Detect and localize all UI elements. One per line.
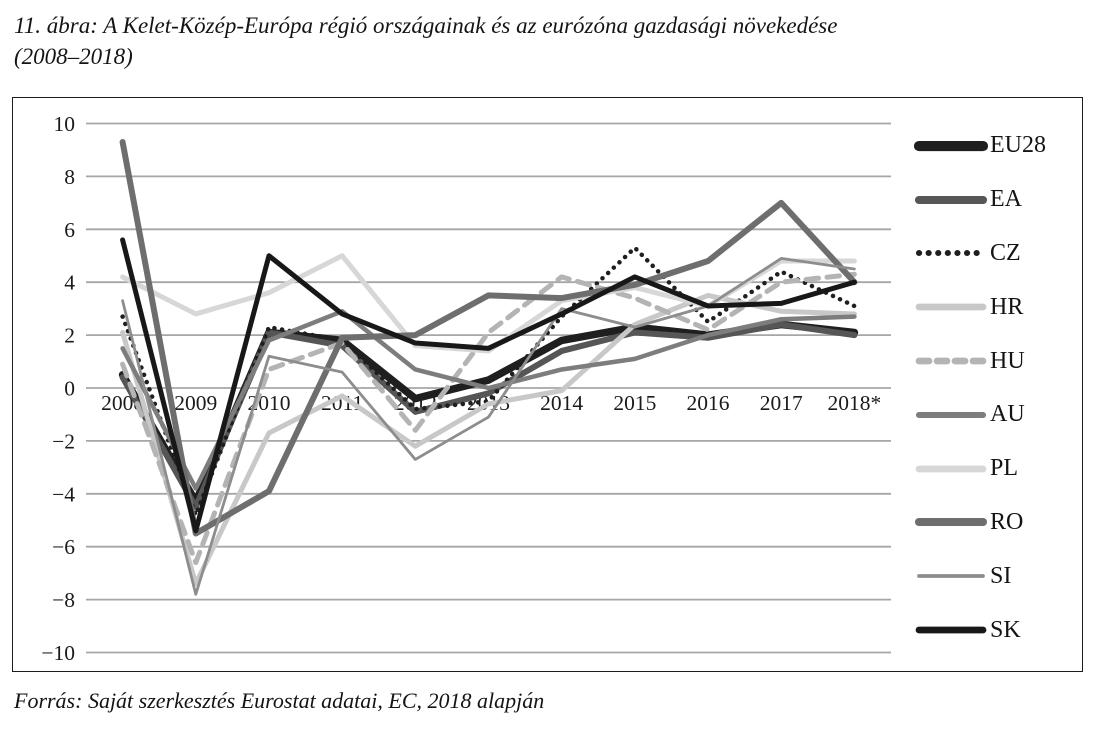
x-axis-tick-label: 2018*: [828, 391, 882, 415]
legend-swatch-ro: [914, 518, 988, 527]
legend-label-eu28: EU28: [990, 132, 1046, 159]
legend-item-hr: HR: [914, 280, 1079, 334]
legend-item-cz: CZ: [914, 227, 1079, 281]
legend-label-si: SI: [990, 562, 1012, 589]
y-axis-tick-label: 4: [64, 271, 75, 295]
legend-label-ea: EA: [990, 186, 1022, 213]
legend-item-pl: PL: [914, 442, 1079, 496]
legend-swatch-hr: [915, 303, 987, 311]
legend-label-ro: RO: [990, 508, 1024, 535]
series-line-sk: [120, 237, 857, 534]
legend-item-si: SI: [914, 549, 1079, 603]
y-axis-tick-label: 6: [64, 218, 75, 242]
legend-swatch-ea: [914, 195, 988, 204]
legend-label-cz: CZ: [990, 239, 1021, 266]
legend-item-au: AU: [914, 388, 1079, 442]
figure-title-line1: 11. ábra: A Kelet-Közép-Európa régió ors…: [14, 13, 838, 38]
legend-item-ea: EA: [914, 173, 1079, 227]
chart-legend: EU28 EA CZ HR HU AU PL RO SI SK: [914, 119, 1079, 657]
y-axis-tick-label: −2: [52, 429, 75, 453]
x-axis-tick-label: 2017: [760, 391, 803, 415]
legend-item-hu: HU: [914, 334, 1079, 388]
x-axis-tick-label: 2015: [613, 391, 656, 415]
legend-swatch-cz: [915, 250, 987, 257]
legend-item-sk: SK: [914, 603, 1079, 657]
legend-swatch-eu28: [914, 140, 988, 151]
series-line-au: [120, 309, 857, 491]
legend-item-eu28: EU28: [914, 119, 1079, 173]
legend-label-hr: HR: [990, 293, 1024, 320]
legend-swatch-sk: [915, 626, 987, 634]
legend-item-ro: RO: [914, 496, 1079, 550]
source-note: Forrás: Saját szerkesztés Eurostat adata…: [14, 688, 545, 713]
legend-swatch-pl: [915, 465, 987, 473]
y-axis-tick-label: −8: [52, 588, 75, 612]
y-axis-tick-label: −6: [52, 535, 75, 559]
series-line-ro: [119, 139, 858, 537]
y-axis-tick-label: 0: [64, 377, 75, 401]
legend-label-pl: PL: [990, 455, 1019, 482]
legend-label-sk: SK: [990, 616, 1021, 643]
y-axis-tick-label: 10: [54, 112, 76, 136]
y-axis-tick-label: 2: [64, 324, 75, 348]
figure-title-line2: (2008–2018): [14, 44, 133, 69]
y-axis-tick-label: 8: [64, 165, 75, 189]
y-axis-tick-label: −4: [52, 482, 75, 506]
legend-label-hu: HU: [990, 347, 1025, 374]
x-axis-tick-label: 2009: [174, 391, 217, 415]
figure-title: 11. ábra: A Kelet-Közép-Európa régió ors…: [14, 10, 1084, 72]
series-line-hr: [120, 292, 857, 587]
series-line-si: [121, 256, 856, 596]
chart-container: 10 8 6 4 2 0 −2 −4 −6 −8 −10 2008 2009 2010 2011 2012 20…: [12, 97, 1083, 672]
legend-label-au: AU: [990, 401, 1025, 428]
y-axis-tick-label: −10: [41, 641, 75, 665]
legend-swatch-hu: [915, 357, 987, 365]
legend-swatch-si: [917, 574, 985, 579]
legend-swatch-au: [915, 411, 987, 418]
x-axis-tick-label: 2016: [687, 391, 730, 415]
